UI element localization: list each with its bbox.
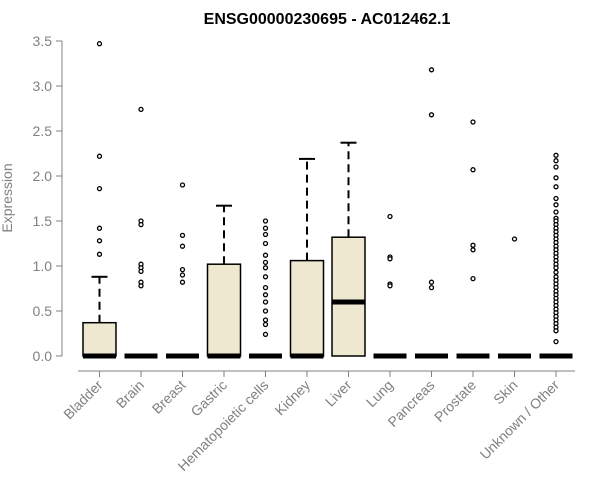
x-tick-label: Brain	[113, 377, 147, 411]
outlier-point	[262, 259, 269, 266]
y-tick-label: 1.0	[33, 258, 53, 274]
box-group	[124, 106, 158, 359]
outlier-point	[387, 213, 393, 220]
outlier-point	[262, 252, 269, 258]
y-tick-label: 3.0	[33, 78, 53, 94]
y-tick-label: 3.5	[33, 33, 53, 49]
outlier-point	[511, 236, 518, 242]
outlier-point	[428, 279, 435, 285]
outlier-point	[262, 299, 269, 305]
outlier-point	[428, 112, 435, 118]
outlier-point	[138, 283, 144, 289]
box-group	[498, 236, 531, 359]
box-group	[82, 41, 117, 359]
outlier-point	[553, 338, 559, 345]
outlier-point	[179, 272, 186, 278]
outlier-point	[262, 321, 269, 328]
y-axis-ticks: 0.0 0.5 1.0 1.5 2.0 2.5 3.0 3.5	[33, 33, 62, 364]
outlier-point	[262, 240, 269, 247]
outlier-point	[428, 67, 435, 73]
outlier-point	[262, 274, 269, 280]
box-group	[539, 152, 573, 359]
outlier-point	[553, 195, 559, 202]
x-tick-label: Bladder	[60, 377, 106, 423]
box-body	[206, 263, 242, 357]
outlier-point	[179, 232, 186, 239]
outlier-point	[138, 221, 144, 228]
outlier-point	[96, 225, 103, 231]
x-tick-label: Kidney	[272, 377, 314, 419]
chart-title: ENSG00000230695 - AC012462.1	[204, 11, 451, 28]
outlier-point	[262, 218, 269, 224]
outlier-point	[179, 243, 186, 249]
box-group	[415, 67, 448, 359]
box-body	[82, 321, 117, 357]
outlier-point	[470, 242, 476, 248]
outlier-point	[553, 265, 559, 271]
box-body	[331, 236, 366, 357]
outlier-point	[470, 167, 476, 173]
x-tick-label: Prostate	[431, 377, 479, 425]
box-group	[289, 157, 325, 359]
y-tick-label: 1.5	[33, 213, 53, 229]
outlier-point	[96, 251, 103, 257]
outlier-point	[96, 41, 103, 47]
y-tick-label: 0.0	[33, 348, 53, 364]
box-group	[206, 204, 242, 359]
box-group	[373, 213, 407, 359]
outlier-point	[262, 317, 269, 323]
box-group	[456, 119, 490, 359]
box-group	[249, 218, 282, 359]
outlier-point	[262, 284, 269, 291]
outlier-point	[96, 153, 103, 159]
y-tick-label: 0.5	[33, 303, 53, 319]
outlier-point	[387, 283, 393, 289]
box-group	[331, 141, 366, 357]
outlier-point	[262, 308, 269, 314]
outlier-point	[553, 269, 559, 275]
outlier-point	[179, 266, 186, 273]
outlier-point	[262, 225, 269, 231]
x-tick-label: Liver	[322, 377, 355, 410]
box-group	[166, 182, 199, 359]
outlier-point	[96, 238, 103, 244]
box-body	[289, 259, 325, 357]
y-axis-title: Expression	[0, 163, 15, 232]
outlier-point	[553, 328, 559, 334]
outlier-point	[262, 292, 269, 298]
x-tick-label: Breast	[149, 377, 189, 417]
outlier-point	[179, 182, 186, 188]
outlier-point	[553, 164, 559, 170]
outlier-point	[179, 279, 186, 285]
outlier-point	[553, 175, 559, 181]
x-tick-label: Skin	[490, 377, 521, 408]
outlier-point	[387, 256, 393, 262]
outlier-point	[262, 231, 269, 238]
outlier-point	[470, 247, 476, 253]
boxes-layer	[82, 41, 573, 359]
outlier-point	[262, 265, 269, 271]
y-tick-label: 2.0	[33, 168, 53, 184]
outlier-point	[96, 185, 103, 192]
outlier-point	[553, 202, 559, 208]
outlier-point	[428, 284, 435, 291]
x-tick-label: Lung	[363, 377, 396, 410]
outlier-point	[470, 119, 476, 125]
outlier-point	[553, 184, 559, 190]
outlier-point	[553, 158, 559, 164]
outlier-point	[138, 268, 144, 275]
outlier-point	[553, 209, 559, 215]
outlier-point	[138, 106, 144, 113]
outlier-point	[470, 275, 476, 282]
x-tick-label: Unknown / Other	[477, 377, 563, 463]
outlier-point	[553, 152, 559, 158]
y-tick-label: 2.5	[33, 123, 53, 139]
outlier-point	[262, 331, 269, 338]
